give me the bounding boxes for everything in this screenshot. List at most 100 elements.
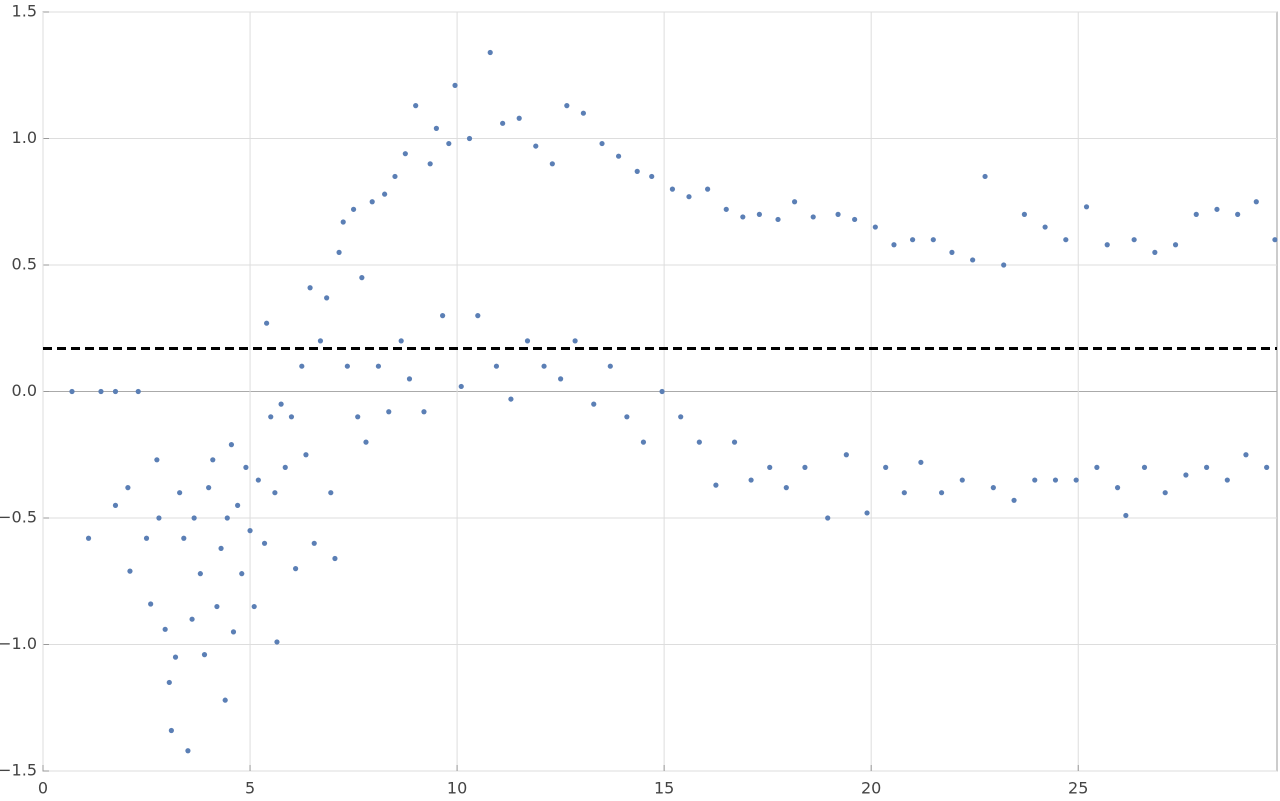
- data-point: [1152, 249, 1158, 255]
- data-point: [524, 338, 531, 344]
- y-tick-label: −0.5: [0, 508, 37, 527]
- data-point: [835, 211, 841, 217]
- data-point: [125, 485, 131, 491]
- data-point: [466, 135, 473, 142]
- data-point: [564, 103, 570, 109]
- data-point: [344, 363, 350, 369]
- data-point: [413, 103, 419, 109]
- data-point: [748, 477, 754, 483]
- data-point: [810, 214, 816, 220]
- data-point: [191, 515, 197, 521]
- data-point: [852, 216, 858, 223]
- data-point: [549, 161, 555, 167]
- data-point: [802, 464, 808, 470]
- data-point: [686, 194, 692, 200]
- data-point: [1264, 464, 1270, 470]
- data-point: [278, 401, 284, 407]
- data-point: [1114, 485, 1121, 491]
- data-point: [791, 199, 798, 205]
- data-point: [214, 603, 220, 610]
- data-point: [299, 363, 305, 369]
- data-point: [1032, 477, 1038, 483]
- data-point: [1193, 211, 1199, 217]
- data-point: [307, 285, 313, 291]
- data-point: [591, 401, 597, 407]
- data-point: [723, 206, 729, 212]
- data-point: [311, 540, 317, 546]
- data-point: [1243, 452, 1249, 458]
- data-point: [756, 211, 762, 217]
- data-point: [541, 363, 547, 369]
- data-point: [475, 313, 481, 319]
- data-point: [288, 414, 295, 420]
- data-point: [558, 376, 564, 382]
- y-tick-label: −1.0: [0, 634, 37, 653]
- data-point: [624, 414, 630, 420]
- data-point: [1183, 472, 1189, 478]
- data-point: [864, 510, 870, 516]
- data-point: [883, 464, 889, 470]
- data-point: [172, 654, 179, 660]
- data-point: [918, 459, 924, 465]
- data-point: [659, 388, 665, 395]
- data-point: [382, 191, 388, 197]
- data-point: [1052, 477, 1059, 483]
- data-point: [1204, 464, 1210, 470]
- data-point: [222, 697, 228, 703]
- data-point: [206, 485, 212, 491]
- data-point: [69, 388, 75, 395]
- data-point: [421, 409, 427, 415]
- data-point: [1021, 211, 1028, 217]
- data-point: [386, 409, 392, 415]
- data-point: [143, 535, 150, 541]
- data-point: [168, 727, 174, 734]
- data-point: [1123, 512, 1129, 519]
- data-point: [156, 515, 162, 521]
- data-point: [433, 125, 439, 131]
- y-tick-label: 0.5: [12, 255, 37, 274]
- data-point: [930, 237, 936, 243]
- data-point: [375, 363, 382, 369]
- data-point: [1162, 490, 1168, 496]
- data-point: [872, 224, 878, 230]
- data-point: [705, 186, 711, 192]
- data-point: [843, 452, 849, 458]
- data-point: [251, 603, 257, 610]
- data-point: [649, 173, 655, 180]
- data-point: [127, 568, 133, 574]
- data-point: [197, 571, 203, 577]
- data-point: [487, 49, 493, 56]
- data-point: [891, 242, 897, 248]
- data-point: [1235, 211, 1241, 217]
- data-point: [1042, 224, 1048, 230]
- data-point: [264, 320, 270, 326]
- data-point: [166, 679, 172, 686]
- data-point: [938, 490, 945, 496]
- x-tick-label: 5: [245, 779, 255, 798]
- y-tick-label: 1.5: [12, 2, 37, 21]
- data-point: [427, 161, 433, 167]
- data-point: [1104, 242, 1110, 248]
- data-point: [767, 464, 773, 470]
- data-point: [1011, 497, 1017, 503]
- data-point: [272, 490, 278, 496]
- data-point: [500, 120, 506, 126]
- data-point: [640, 439, 647, 445]
- data-point: [1141, 464, 1148, 470]
- data-point: [355, 414, 361, 420]
- data-point: [247, 528, 253, 534]
- data-point: [154, 457, 160, 463]
- data-point: [740, 214, 746, 220]
- data-point: [1063, 237, 1069, 243]
- data-point: [1131, 237, 1137, 243]
- y-tick-label: −1.5: [0, 761, 37, 780]
- data-point: [218, 545, 224, 551]
- data-point: [332, 555, 338, 562]
- data-point: [112, 388, 119, 395]
- data-point: [901, 490, 907, 496]
- data-point: [446, 140, 452, 147]
- data-point: [1073, 477, 1079, 483]
- x-tick-label: 0: [38, 779, 48, 798]
- data-point: [949, 249, 955, 255]
